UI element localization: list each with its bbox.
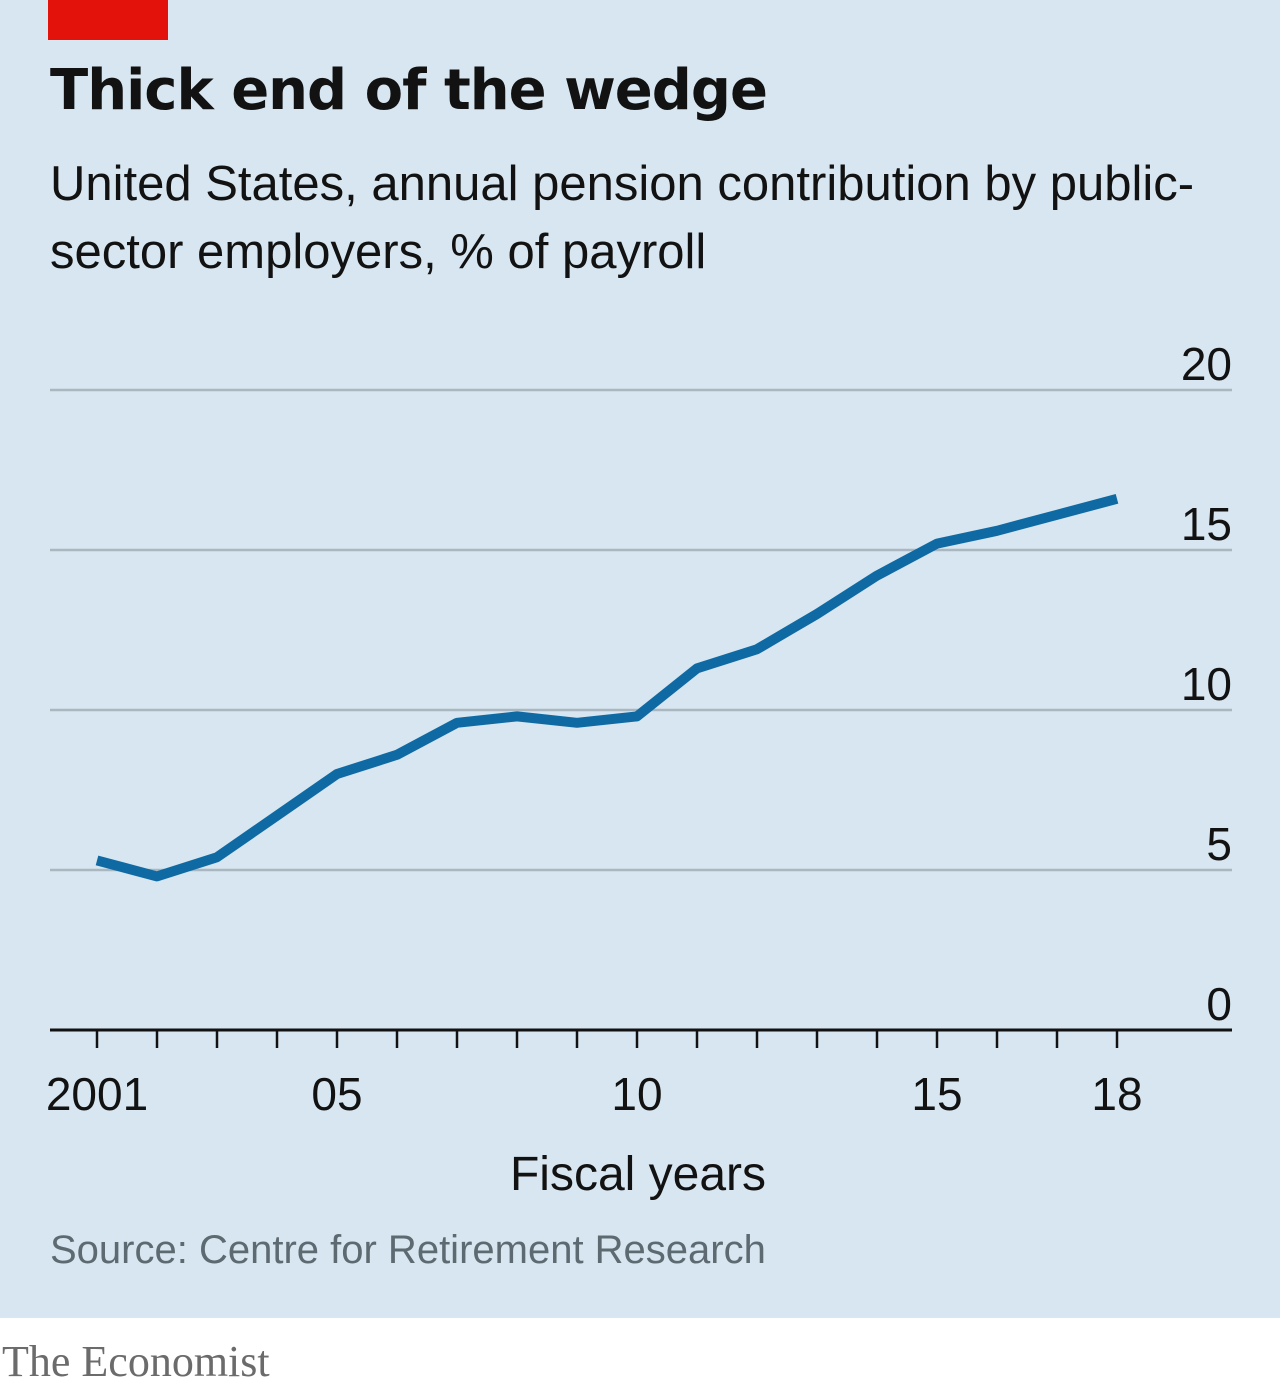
source-note: Source: Centre for Retirement Research: [50, 1228, 766, 1272]
series-layer: [95, 493, 1119, 882]
y-tick-label-5: 5: [1206, 818, 1232, 870]
y-tick-label-0: 0: [1206, 978, 1232, 1030]
x-axis: [50, 1028, 1232, 1048]
x-tick-label-2005: 05: [311, 1068, 362, 1120]
chart-subtitle: United States, annual pension contributi…: [50, 157, 1195, 279]
y-tick-label-10: 10: [1181, 658, 1232, 710]
brand-logo: The Economist: [2, 1337, 270, 1386]
y-tick-label-20: 20: [1181, 338, 1232, 390]
x-tick-label-2015: 15: [911, 1068, 962, 1120]
chart-title: Thick end of the wedge: [50, 58, 768, 123]
chart-panel: [0, 0, 1280, 1318]
red-tag: [48, 0, 168, 40]
x-tick-label-2001: 2001: [46, 1068, 148, 1120]
y-tick-label-15: 15: [1181, 498, 1232, 550]
gridlines: [50, 388, 1232, 872]
x-tick-label-2018: 18: [1091, 1068, 1142, 1120]
x-axis-title: Fiscal years: [510, 1148, 766, 1201]
series-line-0: [95, 493, 1119, 882]
x-tick-label-2010: 10: [611, 1068, 662, 1120]
